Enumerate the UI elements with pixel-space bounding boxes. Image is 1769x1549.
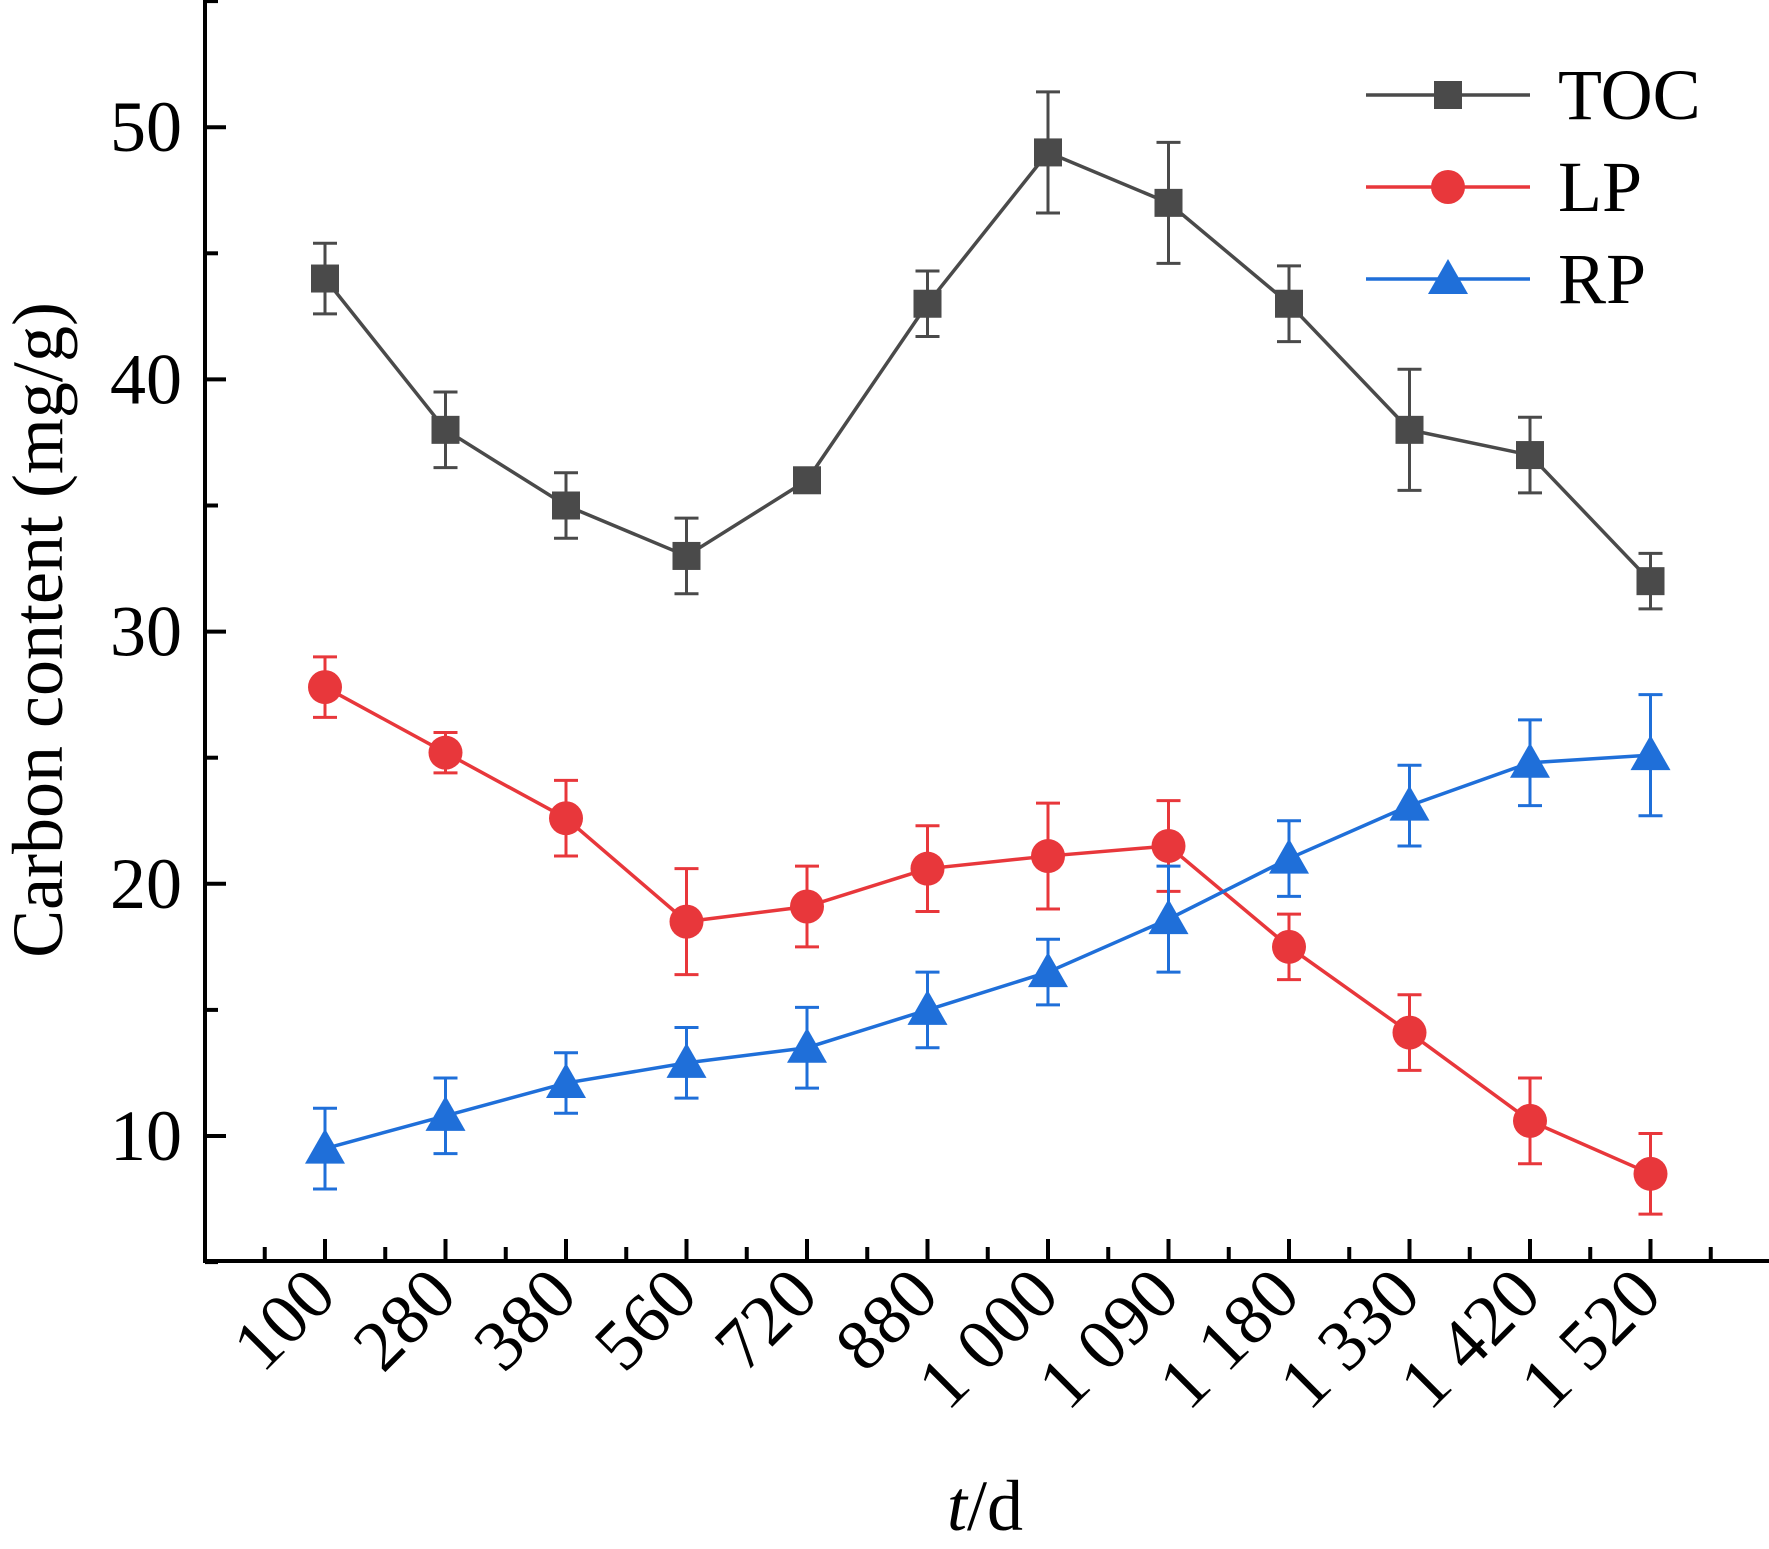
data-point-rp: [1148, 899, 1189, 935]
series-line-rp: [324, 753, 1651, 1151]
y-tick-label: 40: [110, 339, 182, 419]
legend-label-toc: TOC: [1558, 55, 1701, 135]
series-lp: [308, 655, 1668, 1216]
x-axis-title-var: t: [947, 1466, 969, 1546]
series-toc: [311, 90, 1665, 611]
series-line-toc: [323, 150, 1652, 583]
data-point-toc: [793, 466, 821, 495]
x-tick-label: 1 420: [1384, 1253, 1555, 1424]
x-tick-label: 1 330: [1264, 1253, 1435, 1424]
data-point-rp: [666, 1042, 707, 1078]
x-tick-label: 1 090: [1023, 1253, 1194, 1424]
data-point-lp: [1633, 1156, 1668, 1191]
data-point-rp: [1028, 952, 1068, 988]
x-axis-title-unit: /d: [967, 1466, 1023, 1546]
x-tick-label: 560: [579, 1253, 712, 1386]
legend-marker-rp: [1428, 259, 1468, 294]
y-ticks: 10 20 30 40 50: [110, 0, 226, 1265]
series-rp: [305, 693, 1671, 1191]
data-point-toc: [1636, 567, 1665, 596]
legend-label-rp: RP: [1558, 239, 1646, 319]
data-point-rp: [1389, 785, 1430, 821]
legend-item-toc: TOC: [1366, 55, 1701, 135]
x-tick-label: 280: [338, 1253, 471, 1386]
data-point-toc: [1275, 289, 1303, 318]
x-tick-label: 380: [458, 1253, 591, 1386]
series-layer: [305, 90, 1671, 1216]
data-point-toc: [311, 264, 339, 293]
x-tick-label: 1 180: [1143, 1253, 1314, 1424]
legend-label-lp: LP: [1558, 147, 1642, 227]
data-point-lp: [910, 851, 945, 886]
x-tick-label: 720: [699, 1253, 832, 1386]
legend-marker-toc: [1434, 81, 1462, 109]
data-point-lp: [1272, 929, 1306, 964]
data-point-toc: [1516, 441, 1544, 470]
data-point-rp: [787, 1027, 827, 1063]
axes: [203, 0, 1769, 1263]
data-point-toc: [672, 541, 701, 570]
legend-marker-lp: [1431, 170, 1465, 204]
y-tick-label: 30: [110, 592, 182, 672]
data-point-lp: [428, 735, 463, 770]
data-point-toc: [1395, 415, 1424, 444]
legend-item-lp: LP: [1366, 147, 1642, 227]
data-point-lp: [790, 889, 824, 924]
x-tick-label: 1 000: [902, 1253, 1073, 1424]
data-point-rp: [546, 1063, 586, 1099]
data-point-rp: [1630, 735, 1671, 771]
x-axis-title: t/d: [947, 1466, 1023, 1546]
data-point-lp: [308, 670, 342, 705]
data-point-lp: [1151, 828, 1186, 863]
data-point-lp: [669, 904, 704, 939]
data-point-rp: [907, 989, 948, 1025]
data-point-toc: [552, 491, 580, 520]
x-tick-label: 1 520: [1505, 1253, 1676, 1424]
data-point-lp: [1031, 839, 1065, 874]
legend-item-rp: RP: [1366, 239, 1646, 319]
data-point-lp: [1392, 1015, 1427, 1050]
series-line-lp: [324, 685, 1652, 1176]
data-point-rp: [1510, 742, 1550, 778]
y-axis-title: Carbon content (mg/g): [0, 302, 78, 958]
y-tick-label: 10: [110, 1096, 182, 1176]
data-point-toc: [913, 289, 942, 318]
x-tick-label: 100: [217, 1253, 350, 1386]
data-point-toc: [1034, 138, 1062, 167]
data-point-rp: [425, 1095, 466, 1131]
y-tick-label: 20: [110, 844, 182, 924]
data-point-toc: [1154, 188, 1183, 217]
data-point-lp: [1513, 1103, 1547, 1138]
legend: TOC LP RP: [1366, 55, 1701, 319]
data-point-rp: [1269, 838, 1309, 874]
data-point-rp: [305, 1128, 345, 1164]
data-point-toc: [431, 415, 460, 444]
y-tick-label: 50: [110, 87, 182, 167]
data-point-lp: [549, 801, 583, 836]
